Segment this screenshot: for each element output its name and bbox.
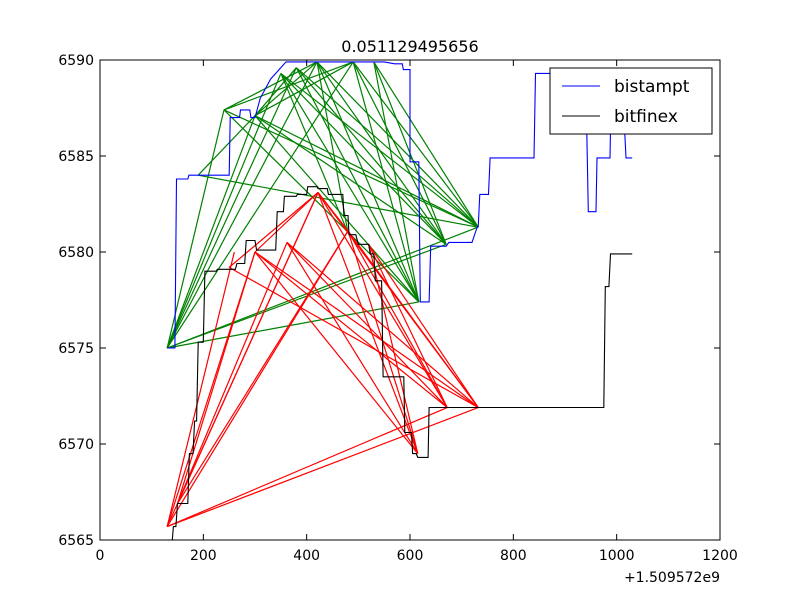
green-connector-line xyxy=(198,174,478,228)
green-connector-line xyxy=(197,115,256,176)
red-connector-line xyxy=(254,251,448,408)
chart-title: 0.051129495656 xyxy=(341,37,478,56)
x-tick-label: 1000 xyxy=(599,548,635,564)
red-connector-line xyxy=(368,244,419,454)
green-connector-line xyxy=(167,301,419,349)
x-tick-label: 200 xyxy=(190,548,217,564)
red-connector-line xyxy=(368,244,448,408)
green-connector-line xyxy=(295,67,479,228)
green-connector-line xyxy=(373,61,479,228)
axis-ticks: 0 200 400 600 800 1000 1200 6565 6570 6575 6580 658… xyxy=(58,53,737,564)
green-connector-line xyxy=(254,115,447,245)
red-connector-line xyxy=(347,230,479,408)
red-connector-line xyxy=(176,251,256,504)
red-connector-line xyxy=(166,406,479,528)
green-connector-line xyxy=(254,67,297,117)
y-tick-label: 6565 xyxy=(58,533,94,549)
red-connector-line xyxy=(347,230,448,408)
y-tick-label: 6590 xyxy=(58,53,94,69)
red-connector-line xyxy=(286,241,448,408)
green-connector-line xyxy=(295,67,447,245)
green-connector-line xyxy=(316,61,479,228)
red-connector-line xyxy=(166,251,235,527)
green-connector-line xyxy=(280,73,420,303)
y-tick-label: 6580 xyxy=(58,245,94,261)
red-connector-line xyxy=(317,192,448,408)
green-connector-line xyxy=(280,73,447,245)
green-connector-line xyxy=(166,115,256,349)
green-connector-line xyxy=(254,61,354,117)
red-connector-line xyxy=(228,192,319,268)
red-connector-line xyxy=(254,251,479,409)
green-connector-line xyxy=(280,73,349,234)
green-connector-line xyxy=(254,115,420,303)
x-tick-label: 1200 xyxy=(702,548,738,564)
green-connector-line xyxy=(295,67,420,303)
green-connector-line xyxy=(352,61,447,245)
green-connector-line xyxy=(166,109,225,349)
plot-area xyxy=(166,61,633,540)
green-connector-line xyxy=(352,61,479,228)
x-tick-label: 0 xyxy=(96,548,105,564)
green-connector-line xyxy=(166,61,318,349)
green-connector-line xyxy=(166,61,354,349)
series-line-bitfinex xyxy=(171,186,633,540)
green-connector-line xyxy=(166,226,479,349)
x-tick-label: 600 xyxy=(397,548,424,564)
legend: bistampt bitfinex xyxy=(549,67,713,135)
y-tick-label: 6585 xyxy=(58,149,94,165)
legend-label-bistampt: bistampt xyxy=(614,77,690,97)
red-connector-line xyxy=(317,192,419,454)
red-connector-line xyxy=(368,243,479,408)
red-connector-line xyxy=(176,242,288,504)
green-connector-line xyxy=(316,61,447,245)
green-connector-line xyxy=(254,61,318,117)
x-tick-label: 400 xyxy=(293,548,320,564)
legend-box xyxy=(549,67,713,135)
green-connector-line xyxy=(352,61,420,303)
red-connector-line xyxy=(254,251,419,454)
red-connector-line xyxy=(166,406,448,528)
green-connector-line xyxy=(254,115,479,228)
green-connector-line xyxy=(373,61,420,303)
x-tick-label: 800 xyxy=(500,548,527,564)
x-offset-label: +1.509572e9 xyxy=(624,570,720,586)
y-tick-label: 6575 xyxy=(58,341,94,357)
green-connector-line xyxy=(316,61,420,303)
red-connector-line xyxy=(286,242,419,454)
y-tick-label: 6570 xyxy=(58,437,94,453)
red-connector-line xyxy=(176,192,319,504)
legend-label-bitfinex: bitfinex xyxy=(614,107,678,127)
green-connector-line xyxy=(166,67,297,349)
red-connector-line xyxy=(254,192,319,253)
green-connector-line xyxy=(223,61,318,111)
red-connector-line xyxy=(228,266,479,409)
